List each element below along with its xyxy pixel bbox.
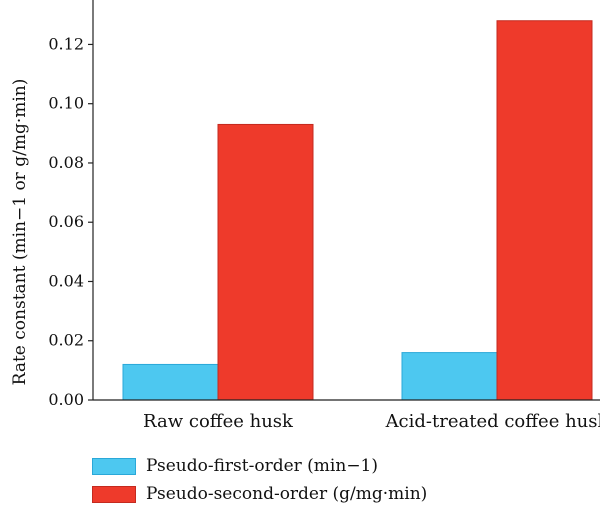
bar-pseudo-first-order bbox=[122, 363, 219, 401]
y-tick-label: 0.04 bbox=[48, 271, 84, 290]
legend: Pseudo-first-order (min−1) Pseudo-second… bbox=[92, 452, 427, 508]
legend-swatch bbox=[92, 457, 136, 475]
y-axis-title: Rate constant (min−1 or g/mg·min) bbox=[10, 79, 30, 386]
y-tick-label: 0.12 bbox=[48, 34, 84, 53]
legend-item-pseudo-second-order: Pseudo-second-order (g/mg·min) bbox=[92, 480, 427, 508]
legend-label: Pseudo-second-order (g/mg·min) bbox=[146, 484, 428, 504]
x-category-label: Raw coffee husk bbox=[143, 411, 294, 432]
y-axis: 0.00 0.02 0.04 0.06 0.08 0.10 0.12 bbox=[48, 0, 94, 409]
bar-pseudo-second-order bbox=[496, 20, 593, 401]
y-tick-label: 0.10 bbox=[48, 94, 84, 113]
bar-pseudo-first-order bbox=[401, 352, 498, 401]
y-tick-label: 0.06 bbox=[48, 212, 84, 231]
bars bbox=[122, 20, 593, 401]
y-tick-label: 0.08 bbox=[48, 153, 84, 172]
bar-pseudo-second-order bbox=[217, 123, 314, 401]
x-axis: Raw coffee husk Acid-treated coffee husk bbox=[93, 399, 600, 432]
bar-chart: 0.00 0.02 0.04 0.06 0.08 0.10 0.12 Raw coffee … bbox=[10, 0, 600, 432]
legend-swatch bbox=[92, 485, 136, 503]
y-tick-label: 0.00 bbox=[48, 390, 84, 409]
legend-label: Pseudo-first-order (min−1) bbox=[146, 456, 379, 476]
x-category-label: Acid-treated coffee husk bbox=[385, 411, 600, 432]
y-tick-label: 0.02 bbox=[48, 331, 84, 350]
legend-item-pseudo-first-order: Pseudo-first-order (min−1) bbox=[92, 452, 427, 480]
